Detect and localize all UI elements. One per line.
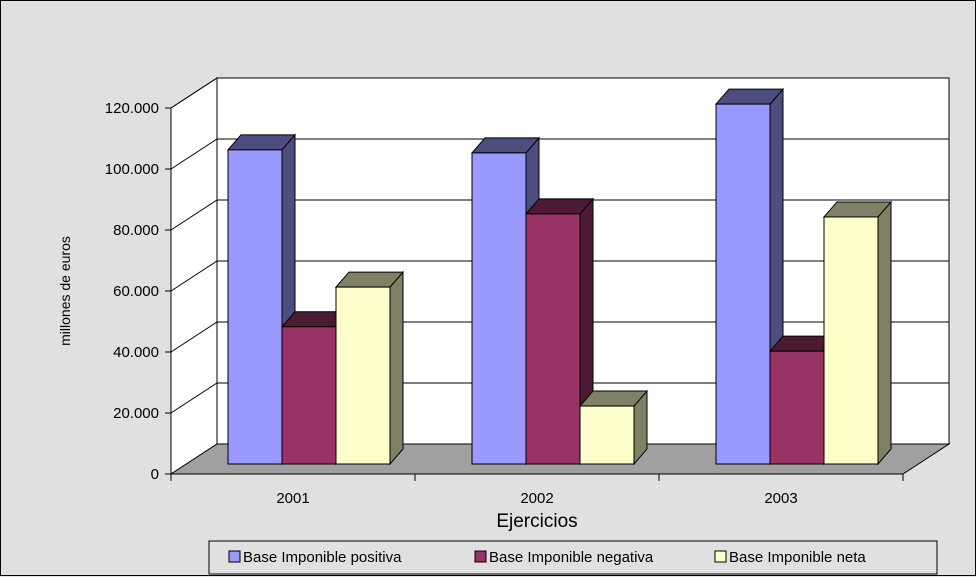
bar — [578, 389, 649, 466]
gridline — [170, 77, 949, 109]
bar — [524, 197, 595, 466]
bar — [822, 200, 893, 466]
x-tick-labels: 2001 2002 2003 — [276, 490, 797, 507]
y-tick-labels: 0 20.000 40.000 60.000 80.000 100.000 120.000 — [105, 100, 159, 483]
y-tick-label: 120.000 — [105, 100, 159, 117]
gridlines — [170, 77, 949, 414]
legend: Base Imponible positiva Base Imponible ne… — [208, 540, 938, 575]
bars — [226, 87, 893, 466]
bar — [226, 133, 297, 466]
gridline — [170, 321, 949, 353]
bar-front — [823, 216, 879, 465]
y-tick-label: 60.000 — [113, 283, 159, 300]
gridline — [170, 382, 949, 414]
y-tick-label: 40.000 — [113, 344, 159, 361]
x-tick-label: 2001 — [276, 490, 309, 507]
legend-swatch — [228, 550, 241, 563]
axes — [165, 107, 904, 481]
legend-label: Base Imponible neta — [729, 549, 866, 566]
bar-front — [471, 152, 527, 465]
y-tick-label: 100.000 — [105, 161, 159, 178]
legend-label: Base Imponible positiva — [243, 549, 402, 566]
bar-front — [579, 405, 635, 465]
bar-front — [335, 286, 391, 465]
x-tick-label: 2003 — [764, 490, 797, 507]
legend-swatch — [714, 550, 727, 563]
bar-front — [227, 149, 283, 465]
gridline — [170, 199, 949, 231]
bar-front — [715, 103, 771, 465]
gridline — [170, 138, 949, 170]
x-tick-label: 2002 — [520, 490, 553, 507]
bar-front — [769, 350, 825, 465]
y-tick-label: 80.000 — [113, 222, 159, 239]
y-tick-label: 20.000 — [113, 405, 159, 422]
bar — [334, 270, 405, 466]
bar-front — [281, 326, 337, 465]
legend-box — [208, 540, 938, 575]
legend-swatch — [474, 550, 487, 563]
x-axis-label: Ejercicios — [496, 511, 577, 532]
gridline — [170, 260, 949, 292]
legend-label: Base Imponible negativa — [489, 549, 654, 566]
bar-side — [877, 200, 892, 466]
bar-side — [389, 270, 404, 466]
y-axis-label: millones de euros — [57, 236, 73, 346]
bar-front — [525, 213, 581, 465]
y-tick-label: 0 — [151, 466, 159, 483]
